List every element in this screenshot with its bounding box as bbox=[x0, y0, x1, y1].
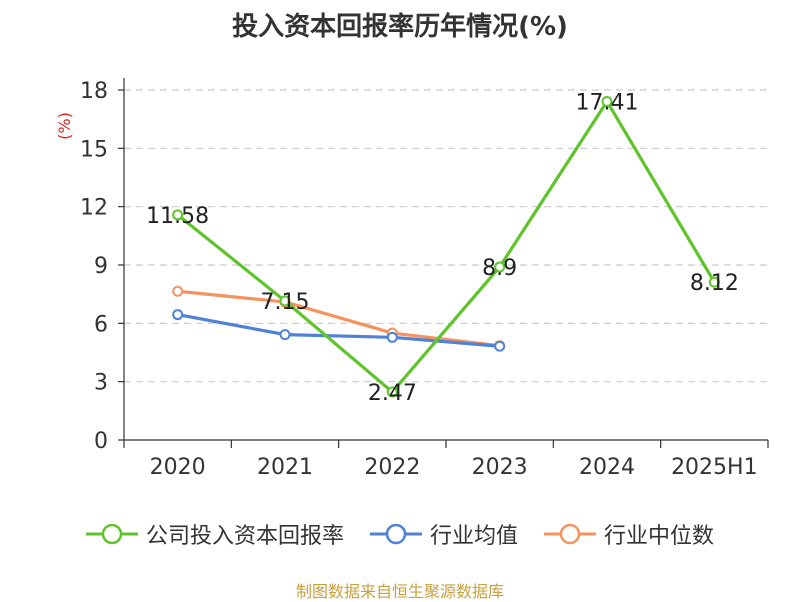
series-line-0 bbox=[176, 99, 716, 394]
series-line-2 bbox=[177, 289, 500, 348]
legend-item-2[interactable]: 行业中位数 bbox=[544, 518, 714, 550]
x-tick-label: 2020 bbox=[150, 455, 206, 480]
legend-item-0[interactable]: 公司投入资本回报率 bbox=[85, 518, 344, 550]
data-point bbox=[386, 386, 398, 398]
series-line-1 bbox=[177, 313, 500, 348]
data-label: 7.15 bbox=[261, 290, 310, 315]
y-tick-label: 9 bbox=[94, 254, 108, 279]
data-point bbox=[601, 95, 613, 107]
x-tick-label: 2021 bbox=[257, 455, 313, 480]
data-point bbox=[279, 329, 291, 341]
x-tick-label: 2022 bbox=[364, 455, 420, 480]
data-point bbox=[172, 209, 184, 221]
legend: 公司投入资本回报率 行业均值 行业中位数 bbox=[0, 518, 800, 550]
legend-marker-icon bbox=[544, 523, 596, 545]
x-tick-label: 2023 bbox=[472, 455, 528, 480]
y-tick-label: 3 bbox=[94, 371, 108, 396]
y-tick-label: 12 bbox=[80, 196, 108, 221]
data-label: 2.47 bbox=[368, 381, 417, 406]
source-note: 制图数据来自恒生聚源数据库 bbox=[295, 582, 504, 601]
legend-item-1[interactable]: 行业均值 bbox=[369, 518, 518, 550]
y-tick-label: 6 bbox=[94, 312, 108, 337]
x-tick-label: 2025H1 bbox=[671, 455, 758, 480]
data-label: 17.41 bbox=[576, 90, 639, 115]
legend-label: 行业均值 bbox=[429, 524, 518, 549]
data-point bbox=[494, 340, 506, 352]
data-point bbox=[494, 261, 506, 273]
legend-label: 行业中位数 bbox=[604, 524, 715, 549]
y-tick-label: 18 bbox=[80, 79, 108, 104]
data-label: 8.9 bbox=[482, 256, 517, 281]
data-label: 8.12 bbox=[690, 271, 739, 296]
y-axis-label: (%) bbox=[55, 112, 74, 140]
data-point bbox=[279, 295, 291, 307]
y-tick-label: 0 bbox=[94, 429, 108, 454]
data-point bbox=[172, 309, 184, 321]
legend-marker-icon bbox=[85, 523, 138, 545]
data-point bbox=[386, 331, 398, 343]
legend-marker-icon bbox=[369, 523, 422, 545]
legend-label: 公司投入资本回报率 bbox=[145, 524, 344, 549]
data-point bbox=[172, 285, 184, 297]
x-tick-label: 2024 bbox=[579, 455, 635, 480]
chart-title: 投入资本回报率历年情况(%) bbox=[232, 12, 568, 42]
y-tick-label: 15 bbox=[80, 137, 108, 162]
data-point bbox=[708, 276, 720, 288]
data-label: 11.58 bbox=[146, 204, 209, 229]
